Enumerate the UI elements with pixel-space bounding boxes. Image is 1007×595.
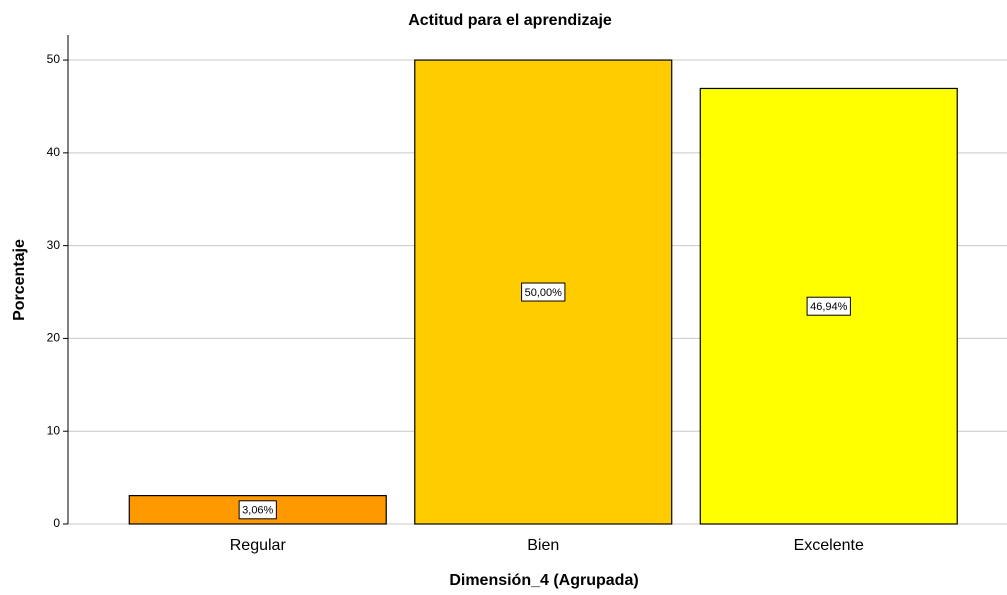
y-tick-label: 0: [53, 516, 60, 530]
value-label-box: [806, 296, 851, 316]
y-tick-label: 30: [47, 238, 61, 252]
x-axis-label: Dimensión_4 (Agrupada): [449, 572, 638, 589]
value-label-box: [238, 500, 277, 520]
x-tick-label: Regular: [230, 537, 287, 554]
y-tick-label: 10: [47, 423, 61, 437]
y-tick-label: 40: [47, 145, 61, 159]
value-label: 50,00%: [525, 287, 563, 299]
x-tick-label: Excelente: [794, 537, 864, 554]
y-tick-label: 50: [47, 52, 61, 66]
value-label: 46,94%: [810, 301, 848, 313]
y-tick-label: 20: [47, 331, 61, 345]
chart-title: Actitud para el aprendizaje: [408, 12, 612, 29]
value-label-box: [521, 282, 566, 302]
x-tick-label: Bien: [527, 537, 559, 554]
value-label: 3,06%: [242, 505, 273, 517]
y-axis-label: Porcentaje: [11, 239, 28, 321]
